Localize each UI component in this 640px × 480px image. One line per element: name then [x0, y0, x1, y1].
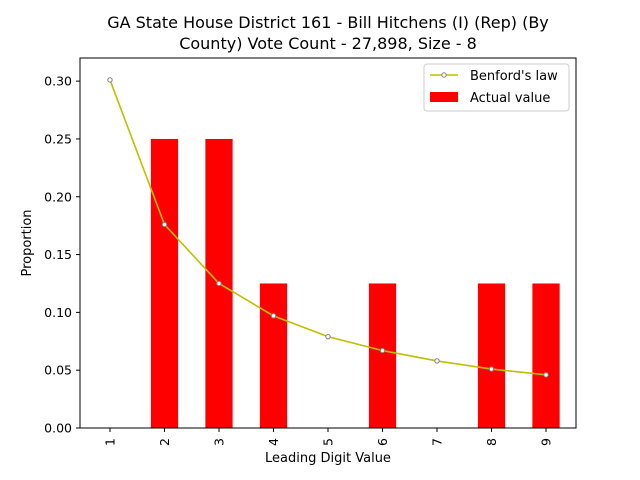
- x-axis-label: Leading Digit Value: [265, 451, 391, 466]
- y-tick-label: 0.00: [44, 421, 72, 436]
- legend: Benford's law Actual value: [423, 63, 570, 112]
- axes-frame: [79, 57, 577, 429]
- benford-point-6: [379, 347, 386, 354]
- x-tick-label: 2: [157, 438, 172, 446]
- y-tick-label: 0.05: [44, 363, 72, 378]
- x-tick-label: 5: [321, 438, 336, 446]
- legend-line-marker: [441, 72, 447, 78]
- y-tick-label: 0.20: [44, 189, 72, 204]
- benford-point-1: [107, 77, 113, 83]
- bar-digit-2: [150, 138, 179, 428]
- y-tick-label: 0.30: [44, 74, 72, 89]
- plot-area: 0.00 0.05 0.10 0.15 0.20 0.25 0.30 1 2 3 4 5 6 7 8 9: [44, 74, 560, 446]
- y-axis-label: Proportion: [20, 209, 35, 276]
- x-tick-label: 8: [484, 438, 499, 446]
- x-tick-label: 3: [211, 438, 226, 446]
- y-tick-label: 0.25: [44, 131, 72, 146]
- benford-point-3: [216, 280, 222, 287]
- x-tick-label: 4: [266, 438, 281, 446]
- y-tick-label: 0.10: [44, 305, 72, 320]
- x-tick-label: 7: [430, 438, 445, 446]
- bar-digit-6: [368, 283, 397, 428]
- x-tick-label: 6: [375, 438, 390, 446]
- benford-point-7: [434, 358, 440, 364]
- legend-box: [423, 63, 570, 112]
- bar-digit-4: [259, 283, 288, 428]
- benford-point-8: [488, 366, 495, 372]
- benford-point-4: [270, 313, 277, 319]
- chart-title-line2: County) Vote Count - 27,898, Size - 8: [179, 34, 477, 53]
- legend-bar-label: Actual value: [470, 91, 550, 106]
- benford-point-9: [543, 372, 549, 378]
- chart-title-line1: GA State House District 161 - Bill Hitch…: [107, 13, 549, 32]
- x-tick-label: 1: [102, 438, 117, 446]
- bar-digit-9: [532, 283, 560, 428]
- legend-line-label: Benford's law: [470, 69, 558, 84]
- benford-point-2: [161, 221, 168, 228]
- x-tick-label: 9: [539, 438, 554, 446]
- bar-digit-8: [477, 283, 506, 428]
- legend-bar-swatch: [430, 92, 458, 102]
- y-tick-label: 0.15: [44, 247, 72, 262]
- benford-point-5: [325, 333, 331, 340]
